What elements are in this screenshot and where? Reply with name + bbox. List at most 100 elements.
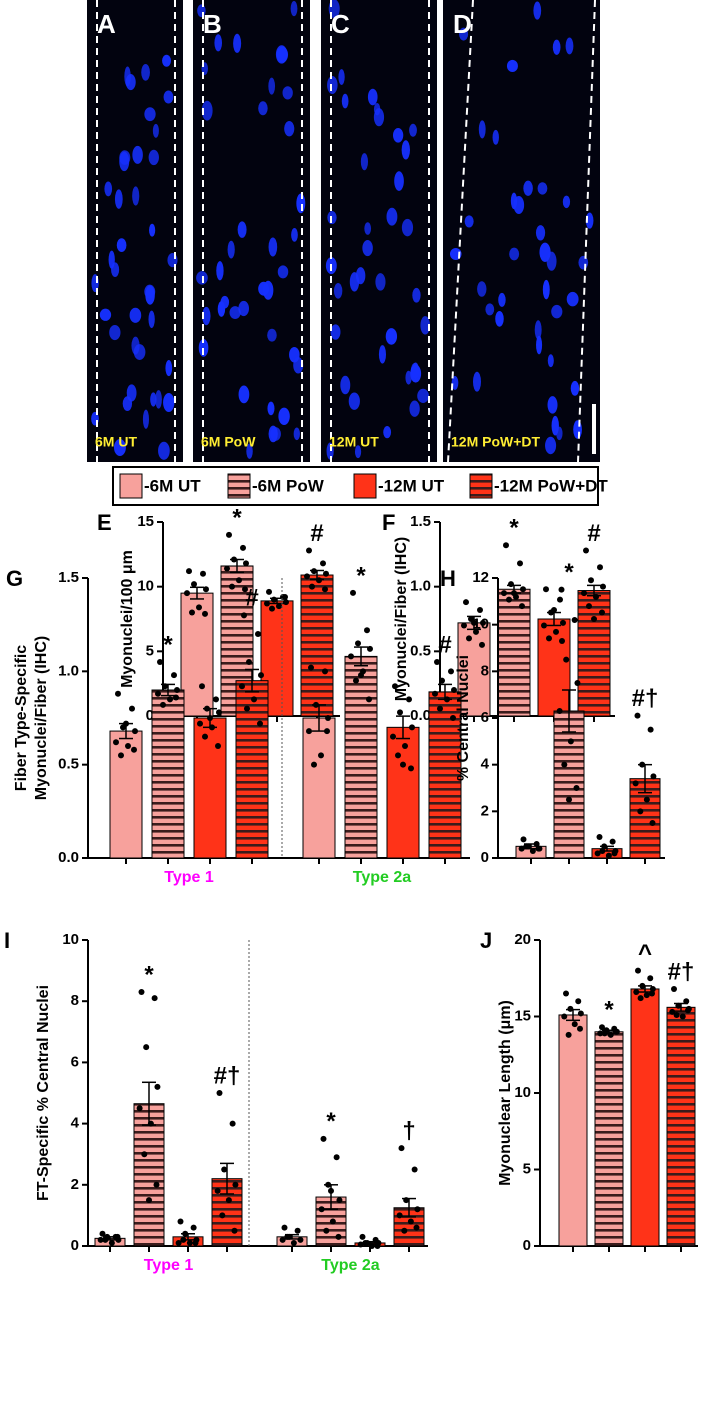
data-point [466, 635, 472, 642]
data-point [409, 724, 415, 731]
y-tick-label: 8 [481, 662, 489, 679]
legend-label: -6M UT [144, 476, 201, 495]
significance-mark: # [310, 520, 323, 547]
data-point [216, 1090, 223, 1096]
panel-letter: H [440, 566, 456, 591]
data-point [573, 785, 580, 791]
data-point [219, 1212, 226, 1219]
nucleus [293, 427, 300, 441]
panel-letter: D [453, 9, 472, 39]
data-point [565, 1031, 572, 1038]
significance-mark: ^ [638, 940, 652, 967]
data-point [546, 635, 552, 642]
data-point [541, 622, 547, 629]
nucleus [472, 371, 482, 392]
nucleus [534, 320, 542, 340]
data-point [577, 1010, 584, 1017]
data-point [209, 724, 215, 731]
nucleus [149, 223, 156, 237]
data-point [567, 738, 574, 745]
data-point [395, 752, 401, 759]
data-point [184, 590, 190, 597]
y-axis-label: % Central Nuclei [455, 655, 472, 781]
significance-mark: * [232, 504, 242, 531]
nucleus [375, 273, 386, 291]
data-point [214, 1187, 221, 1194]
nucleus [492, 129, 499, 145]
data-point [276, 603, 282, 610]
data-point [634, 712, 641, 719]
data-point [560, 619, 566, 626]
nucleus [367, 88, 378, 106]
data-point [479, 641, 485, 648]
significance-mark: # [438, 631, 451, 658]
data-point [216, 709, 222, 716]
data-point [649, 985, 656, 992]
data-point [264, 600, 270, 607]
nucleus [238, 385, 250, 404]
data-point [357, 1241, 364, 1248]
data-point [239, 683, 245, 690]
data-point [461, 622, 467, 629]
data-point [189, 609, 195, 616]
y-axis-label: Myonuclear Length (μm) [497, 1000, 514, 1186]
data-point [324, 728, 330, 735]
data-point [348, 653, 354, 660]
data-point [571, 617, 578, 623]
data-point [439, 677, 445, 684]
data-point [180, 1236, 187, 1243]
legend-swatch [227, 473, 251, 499]
data-point [160, 701, 166, 708]
data-point [561, 761, 568, 768]
nucleus [409, 400, 420, 417]
y-tick-label: 10 [137, 578, 154, 595]
y-axis-label: Myonuclei/Fiber (IHC) [33, 636, 50, 800]
data-point [364, 627, 370, 634]
data-point [225, 1197, 232, 1204]
data-point [374, 1243, 381, 1249]
legend-swatch [353, 473, 377, 499]
data-point [511, 590, 517, 597]
data-point [601, 843, 608, 850]
data-point [318, 1206, 325, 1213]
data-point [506, 596, 512, 603]
bar [300, 574, 334, 717]
y-axis-label: Fiber Type-Specific [13, 645, 30, 792]
data-point [143, 1044, 150, 1051]
data-point [480, 619, 486, 626]
nucleus [163, 392, 175, 413]
data-point [639, 982, 646, 989]
data-point [215, 743, 221, 749]
data-point [350, 589, 356, 596]
data-point [408, 765, 414, 772]
nucleus [268, 425, 278, 443]
image-caption: 6M PoW [201, 434, 256, 450]
data-point [311, 568, 317, 575]
data-point [551, 606, 557, 613]
data-point [535, 845, 542, 852]
data-point [271, 596, 277, 603]
data-point [553, 628, 559, 635]
nucleus [506, 59, 518, 73]
data-point [246, 659, 252, 665]
data-point [186, 1239, 193, 1246]
bar [151, 689, 185, 859]
data-point [556, 708, 563, 714]
data-point [174, 687, 180, 693]
nucleus [523, 180, 533, 196]
nucleus [537, 182, 548, 195]
nucleus [148, 310, 155, 329]
data-point [632, 780, 639, 787]
data-point [671, 985, 677, 992]
nucleus [129, 307, 142, 323]
nucleus [477, 281, 487, 297]
data-point [396, 1212, 403, 1219]
significance-mark: † [402, 1117, 415, 1144]
y-tick-label: 10 [514, 1084, 531, 1101]
data-point [637, 808, 644, 815]
y-tick-label: 1.0 [58, 662, 79, 679]
data-point [229, 1120, 236, 1127]
data-point [401, 1227, 408, 1234]
data-point [437, 705, 443, 712]
data-point [125, 743, 131, 749]
